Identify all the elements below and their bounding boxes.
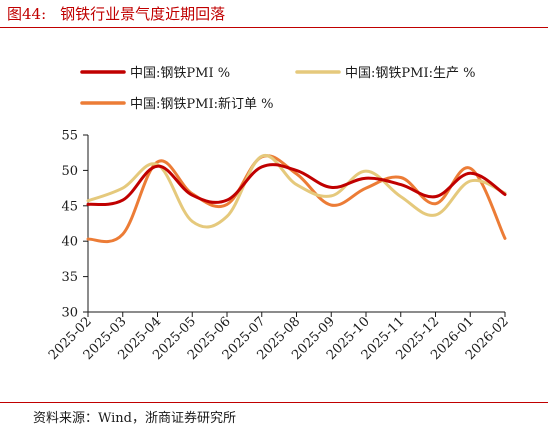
top-divider — [0, 27, 548, 28]
series-line-1 — [86, 154, 507, 229]
y-tick-label: 35 — [61, 270, 78, 285]
legend-label-0: 中国:钢铁PMI % — [130, 66, 230, 81]
figure-title: 图44: 钢铁行业景气度近期回落 — [7, 3, 225, 24]
series-line-2 — [86, 154, 507, 244]
figure-title-text: 钢铁行业景气度近期回落 — [60, 5, 226, 23]
y-ticks: 30 35 40 45 50 55 — [61, 129, 88, 321]
series-line-0 — [86, 163, 507, 207]
legend: 中国:钢铁PMI % 中国:钢铁PMI:生产 % 中国:钢铁PMI:新订单 % — [80, 66, 475, 112]
source-note: 资料来源：Wind，浙商证券研究所 — [33, 411, 236, 426]
y-tick-label: 50 — [61, 164, 78, 179]
y-tick-label: 45 — [61, 199, 78, 214]
figure-number: 图44: — [7, 5, 47, 23]
legend-label-2: 中国:钢铁PMI:新订单 % — [130, 96, 273, 112]
y-tick-label: 40 — [61, 235, 78, 250]
legend-label-1: 中国:钢铁PMI:生产 % — [345, 66, 475, 81]
bottom-divider — [0, 402, 548, 403]
y-tick-label: 30 — [61, 306, 78, 321]
line-chart: 中国:钢铁PMI % 中国:钢铁PMI:生产 % 中国:钢铁PMI:新订单 % 30… — [46, 66, 512, 363]
x-ticks: 2025-022025-032025-042025-052025-062025-… — [46, 312, 512, 363]
plot-area — [86, 154, 507, 244]
y-tick-label: 55 — [61, 129, 78, 144]
